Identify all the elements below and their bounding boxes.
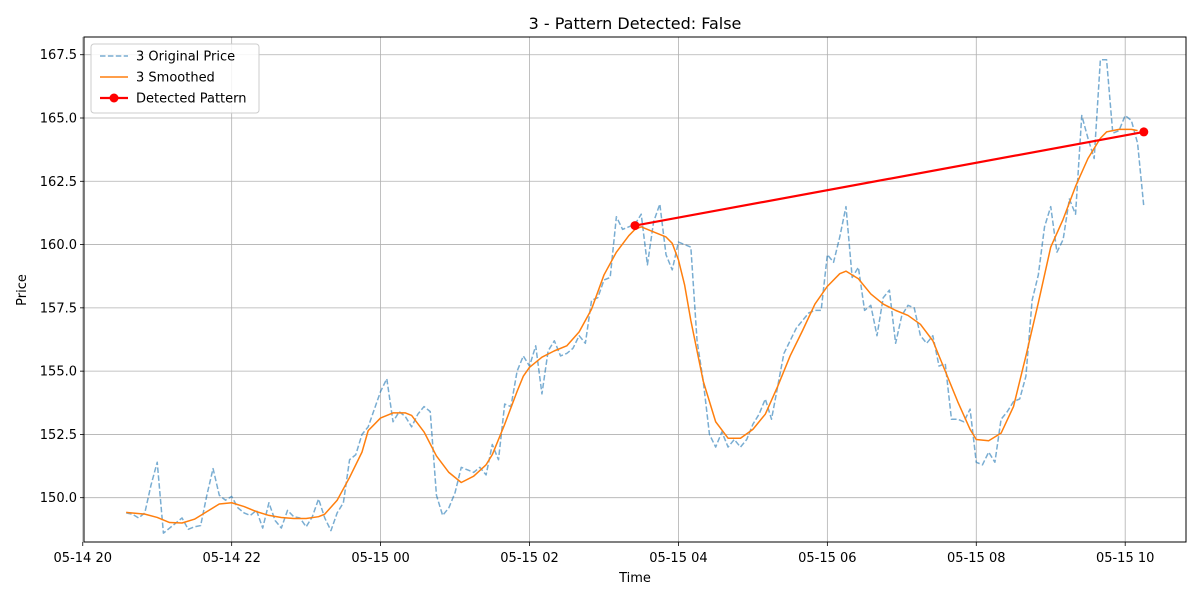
series-layer bbox=[126, 59, 1149, 534]
y-tick-label: 157.5 bbox=[40, 301, 77, 316]
y-tick-label: 152.5 bbox=[40, 428, 77, 443]
x-tick-label: 05-15 06 bbox=[798, 551, 856, 566]
legend-marker bbox=[109, 93, 119, 103]
y-tick-label: 167.5 bbox=[40, 48, 77, 63]
y-tick-label: 160.0 bbox=[40, 238, 77, 253]
y-axis-label: Price bbox=[15, 274, 30, 306]
chart-title: 3 - Pattern Detected: False bbox=[529, 14, 742, 33]
plot-frame bbox=[83, 36, 1187, 543]
x-tick-label: 05-15 08 bbox=[947, 551, 1005, 566]
x-tick-label: 05-15 10 bbox=[1096, 551, 1154, 566]
legend: 3 Original Price 3 Smoothed Detected Patte… bbox=[90, 43, 260, 114]
legend-box bbox=[90, 43, 260, 114]
y-tick-label: 150.0 bbox=[40, 491, 77, 506]
y-axis: 150.0 152.5 155.0 157.5 160.0 162.5 165.0 167.5 bbox=[40, 48, 84, 506]
x-tick-label: 05-14 22 bbox=[202, 551, 260, 566]
y-tick-label: 162.5 bbox=[40, 175, 77, 190]
pattern-point-marker bbox=[630, 221, 640, 231]
legend-label-0: 3 Original Price bbox=[136, 50, 235, 65]
pattern-point-marker bbox=[1139, 127, 1149, 137]
x-tick-label: 05-14 20 bbox=[54, 551, 112, 566]
y-tick-label: 155.0 bbox=[40, 365, 77, 380]
y-tick-label: 165.0 bbox=[40, 112, 77, 127]
legend-label-1: 3 Smoothed bbox=[136, 71, 215, 86]
grid bbox=[82, 37, 1186, 542]
legend-label-2: Detected Pattern bbox=[136, 92, 247, 107]
x-axis-label: Time bbox=[618, 571, 651, 586]
series-line-2 bbox=[634, 130, 1145, 227]
x-tick-label: 05-15 02 bbox=[500, 551, 558, 566]
x-axis: 05-14 20 05-14 22 05-15 00 05-15 02 05-15 04… bbox=[54, 542, 1154, 566]
x-tick-label: 05-15 04 bbox=[649, 551, 707, 566]
x-tick-label: 05-15 00 bbox=[351, 551, 409, 566]
